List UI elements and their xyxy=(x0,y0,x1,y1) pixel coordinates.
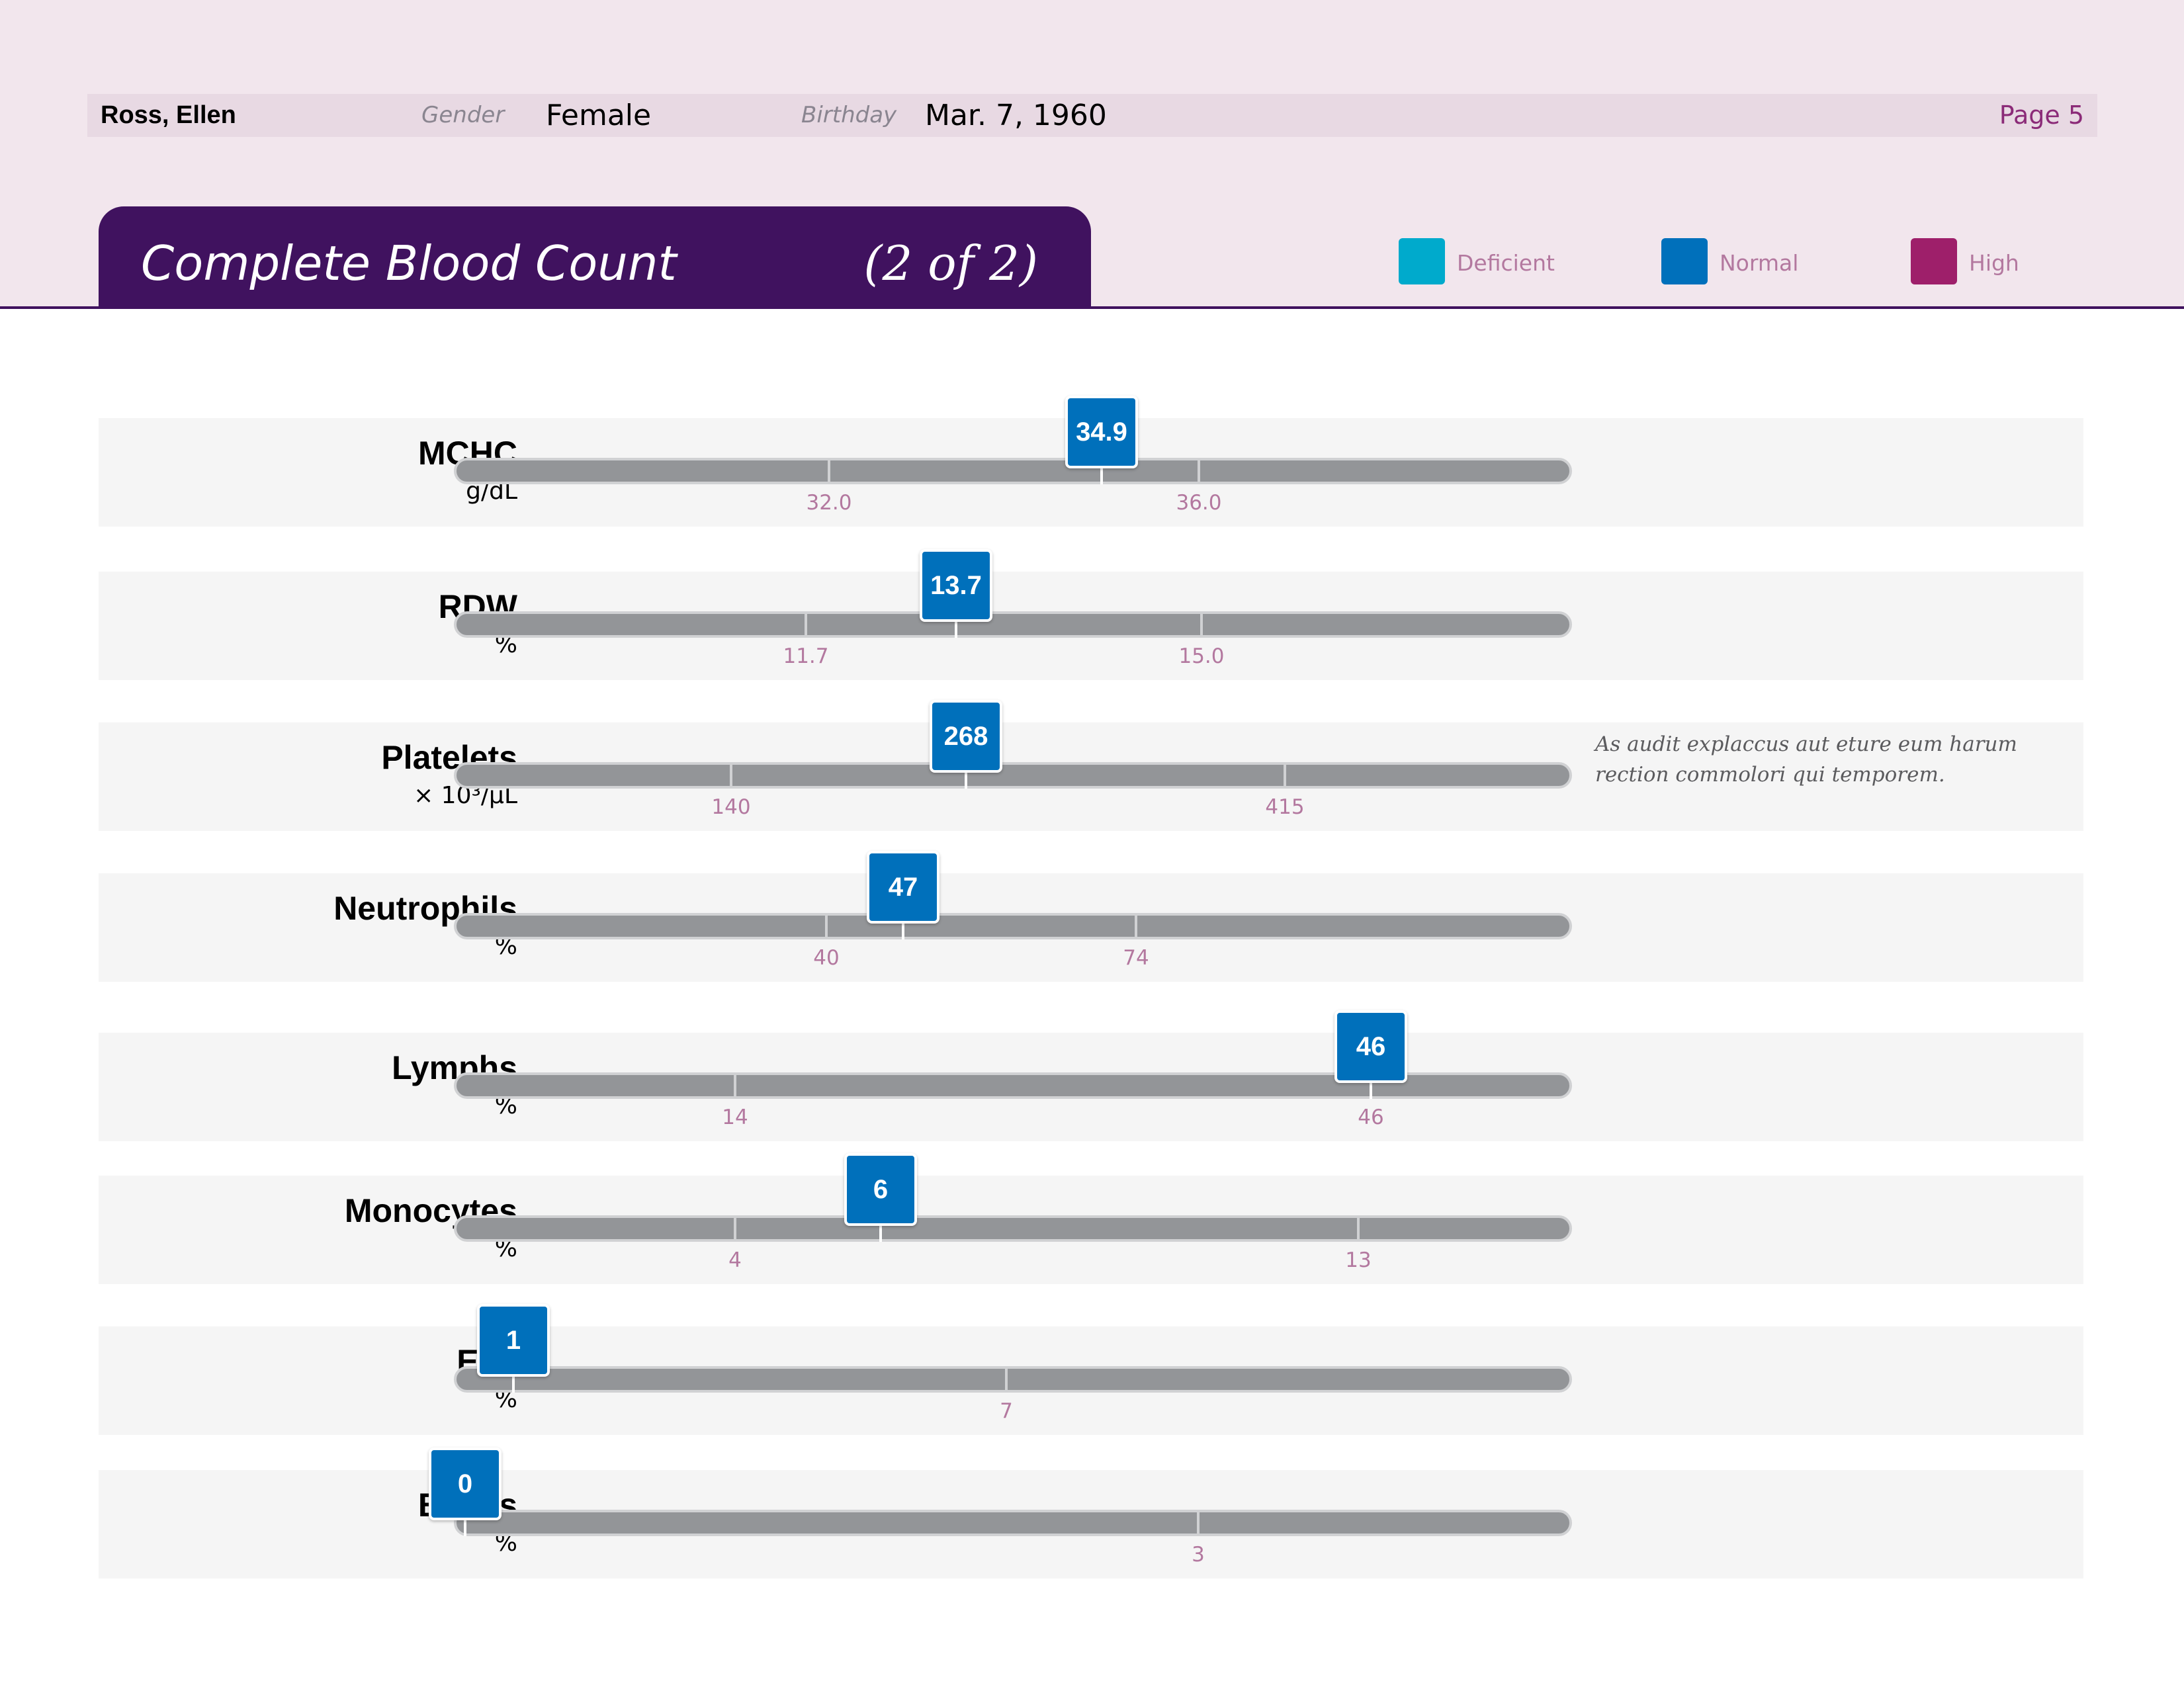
ref-low-tick xyxy=(805,611,807,638)
value-marker: 13.7 xyxy=(920,549,992,622)
ref-low-label: 32.0 xyxy=(806,491,852,515)
test-row-lymphs: Lymphs% 14 46 46 xyxy=(99,1010,2083,1141)
value-pointer xyxy=(955,611,957,638)
ref-high-label: 46 xyxy=(1358,1105,1384,1129)
header-rule xyxy=(0,306,2184,309)
ref-high-tick xyxy=(1200,611,1203,638)
legend-swatch-deficient xyxy=(1399,238,1445,284)
section-part-indicator: (2 of 2) xyxy=(863,236,1038,291)
ref-high-tick xyxy=(1284,762,1286,789)
section-title-tab: Complete Blood Count (2 of 2) xyxy=(99,206,1091,308)
ref-high-label: 3 xyxy=(1192,1543,1205,1567)
ref-low-label: 14 xyxy=(722,1105,748,1129)
test-row-rdw: RDW% 11.7 15.0 13.7 xyxy=(99,549,2083,680)
ref-high-tick xyxy=(1005,1366,1008,1393)
legend-label-deficient: Deficient xyxy=(1457,250,1555,276)
value-pointer xyxy=(1370,1072,1372,1099)
ref-high-label: 7 xyxy=(1000,1399,1013,1423)
ref-high-label: 415 xyxy=(1265,795,1305,819)
patient-name: Ross, Ellen xyxy=(101,101,236,129)
value-pointer xyxy=(902,913,904,939)
value-marker: 6 xyxy=(844,1153,917,1226)
result-note: As audit explaccus aut eture eum harum r… xyxy=(1595,732,2017,787)
ref-low-label: 140 xyxy=(711,795,751,819)
ref-low-tick xyxy=(734,1072,736,1099)
patient-info-bar: Ross, Ellen Gender Female Birthday Mar. … xyxy=(87,94,2097,137)
page-number: Page 5 xyxy=(1999,101,2084,130)
ref-high-tick xyxy=(1198,458,1200,484)
range-track xyxy=(454,1366,1572,1393)
ref-high-label: 15.0 xyxy=(1178,644,1225,668)
legend-label-normal: Normal xyxy=(1720,250,1799,276)
ref-low-tick xyxy=(734,1215,736,1242)
value-marker: 47 xyxy=(867,851,939,924)
test-row-basos: Basos%30 xyxy=(99,1448,2083,1579)
test-row-eos: Eos%71 xyxy=(99,1304,2083,1435)
range-track xyxy=(454,913,1572,939)
ref-high-tick xyxy=(1197,1510,1200,1536)
test-row-neutrophils: Neutrophils% 40 74 47 xyxy=(99,851,2083,982)
ref-high-tick xyxy=(1135,913,1137,939)
value-pointer xyxy=(1100,458,1103,484)
ref-low-tick xyxy=(730,762,732,789)
value-marker: 34.9 xyxy=(1065,396,1138,468)
value-pointer xyxy=(512,1366,515,1393)
gender-value: Female xyxy=(546,99,652,132)
range-track xyxy=(454,762,1572,789)
value-pointer xyxy=(464,1510,466,1536)
legend-label-high: High xyxy=(1969,250,2019,276)
value-marker: 1 xyxy=(477,1304,550,1377)
gender-label: Gender xyxy=(421,102,505,128)
value-pointer xyxy=(879,1215,882,1242)
range-track xyxy=(454,1215,1572,1242)
section-title: Complete Blood Count xyxy=(141,236,677,291)
value-marker: 268 xyxy=(930,700,1002,773)
value-pointer xyxy=(965,762,967,789)
ref-high-label: 36.0 xyxy=(1176,491,1222,515)
ref-low-label: 11.7 xyxy=(783,644,829,668)
range-track xyxy=(454,611,1572,638)
ref-high-tick xyxy=(1357,1215,1360,1242)
range-track xyxy=(454,1510,1572,1536)
value-marker: 0 xyxy=(429,1448,502,1520)
ref-low-label: 4 xyxy=(728,1248,742,1272)
test-row-mchc: MCHC g/dL 32.0 36.0 34.9 xyxy=(99,396,2083,527)
ref-high-label: 74 xyxy=(1123,946,1149,970)
birthday-value: Mar. 7, 1960 xyxy=(925,99,1107,132)
ref-low-tick xyxy=(828,458,830,484)
ref-low-tick xyxy=(825,913,828,939)
ref-high-label: 13 xyxy=(1345,1248,1372,1272)
range-track xyxy=(454,458,1572,484)
test-row-platelets: Platelets × 10³/µL 140 415 268 As audit expla… xyxy=(99,700,2083,831)
legend-swatch-high xyxy=(1911,238,1957,284)
value-marker: 46 xyxy=(1334,1010,1407,1083)
legend-swatch-normal xyxy=(1661,238,1708,284)
test-row-monocytes: Monocytes% 4 13 6 xyxy=(99,1153,2083,1284)
birthday-label: Birthday xyxy=(801,102,897,128)
ref-low-label: 40 xyxy=(813,946,840,970)
